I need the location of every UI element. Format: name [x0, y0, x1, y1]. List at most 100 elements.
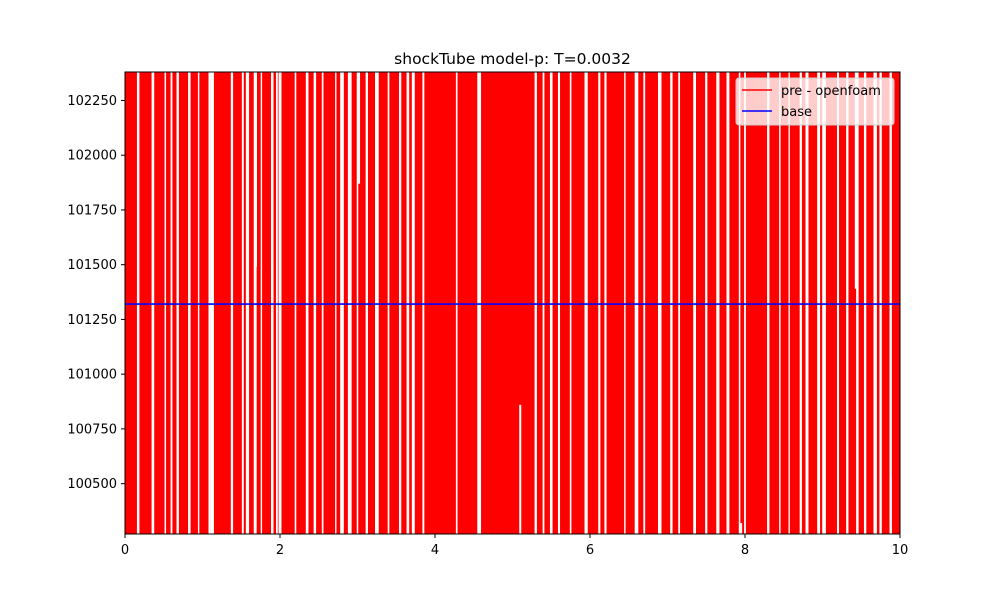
x-axis: 0 2 4 6 8 10 [121, 534, 908, 558]
y-tick-label: 101250 [67, 313, 117, 328]
series-pre-openfoam-gap [604, 72, 607, 534]
legend-box [735, 77, 895, 126]
legend-label-pre-openfoam: pre - openfoam [781, 84, 881, 99]
series-pre-openfoam-gap [705, 72, 708, 534]
series-pre-openfoam-gap [678, 72, 681, 534]
series-pre-openfoam-gap [738, 72, 741, 534]
legend: pre - openfoam base [735, 77, 895, 126]
series-pre-openfoam-gap [411, 72, 415, 534]
series-pre-openfoam-gap [321, 72, 324, 534]
series-pre-openfoam-spike [254, 72, 257, 267]
series-pre-openfoam-gap [455, 72, 458, 534]
series-pre-openfoam-gap [726, 72, 730, 534]
series-pre-openfoam-gap [477, 72, 482, 534]
series-pre-openfoam-gap [170, 72, 173, 534]
series-pre-openfoam-gap [836, 72, 840, 534]
series-pre-openfoam-gap [569, 72, 572, 534]
x-tick-label: 4 [431, 543, 439, 558]
y-axis: 100500 100750 101000 101250 101500 101750 1020… [67, 94, 125, 492]
series-pre-openfoam-gap [799, 72, 802, 534]
series-pre-openfoam-gap [164, 72, 167, 534]
series-pre-openfoam-gap [670, 72, 673, 534]
series-pre-openfoam-gap [658, 72, 662, 534]
series-pre-openfoam-gap [422, 72, 425, 534]
x-tick-label: 8 [741, 543, 749, 558]
series-pre-openfoam-gap [549, 72, 553, 534]
series-pre-openfoam-gap [253, 72, 257, 534]
series-pre-openfoam-spike [806, 72, 808, 199]
series-pre-openfoam-gap [624, 72, 626, 534]
series-pre-openfoam-gap [211, 72, 214, 534]
x-tick-label: 10 [892, 543, 909, 558]
series-pre-openfoam-gap [241, 72, 244, 534]
series-pre-openfoam-gap [313, 72, 317, 534]
series-pre-openfoam-gap [365, 72, 368, 534]
y-tick-label: 102250 [67, 94, 117, 109]
series-pre-openfoam-gap [356, 72, 359, 534]
series-pre-openfoam-gap [856, 72, 859, 534]
series-pre-openfoam-gap [846, 72, 849, 534]
legend-label-base: base [781, 105, 812, 120]
series-pre-openfoam-gap [863, 72, 867, 534]
series-pre-openfoam-gap [817, 72, 821, 534]
series-pre-openfoam-gap [260, 72, 263, 534]
series-pre-openfoam-gap [375, 72, 379, 534]
series-pre-openfoam-gap [805, 72, 809, 534]
series-pre-openfoam-gap [340, 72, 344, 534]
series-pre-openfoam-gap [534, 72, 537, 534]
series-pre-openfoam-gap [634, 72, 639, 534]
x-tick-label: 2 [276, 543, 284, 558]
series-pre-openfoam-gap [136, 72, 140, 534]
series-pre-openfoam-gap [584, 72, 588, 534]
series-pre-openfoam-gap [822, 72, 826, 534]
series-pre-openfoam-gap [889, 72, 892, 534]
chart-title: shockTube model-p: T=0.0032 [394, 50, 631, 68]
series-pre-openfoam-spike [740, 523, 743, 534]
y-tick-label: 102000 [67, 149, 117, 164]
series-pre-openfoam-gap [176, 72, 179, 534]
series-pre-openfoam-spike [519, 404, 522, 534]
series-pre-openfoam-gap [643, 72, 646, 534]
series-pre-openfoam-gap [406, 72, 410, 534]
series-pre-openfoam-gap [744, 72, 746, 534]
series-pre-openfoam-gap [271, 72, 274, 534]
y-tick-label: 101000 [67, 368, 117, 383]
series-pre-openfoam-gap [245, 72, 250, 534]
series-pre-openfoam-gap [188, 72, 191, 534]
series-pre-openfoam-gap [788, 72, 790, 534]
series-pre-openfoam-gap [335, 72, 337, 534]
series-pre-openfoam-gap [208, 72, 212, 534]
series-pre-openfoam-spike [889, 477, 892, 534]
plot-frame [124, 71, 901, 535]
y-tick-label: 101500 [67, 258, 117, 273]
series-pre-openfoam-gap [278, 72, 282, 534]
series-pre-openfoam-gap [879, 72, 882, 534]
series-pre-openfoam-gap [197, 72, 200, 534]
series-pre-openfoam-gap [557, 72, 561, 534]
series-layer [125, 72, 900, 534]
series-pre-openfoam-gap [598, 72, 601, 534]
series-pre-openfoam-gap [275, 72, 278, 534]
y-tick-label: 101750 [67, 203, 117, 218]
series-pre-openfoam-gap [542, 72, 545, 534]
series-pre-openfoam-gap [151, 72, 155, 534]
series-pre-openfoam-band [125, 72, 900, 534]
x-tick-label: 0 [121, 543, 129, 558]
series-pre-openfoam-gap [779, 72, 781, 534]
series-pre-openfoam-gap [347, 72, 352, 534]
series-pre-openfoam-gap [294, 72, 297, 534]
series-pre-openfoam-spike [854, 72, 857, 289]
series-pre-openfoam-gap [716, 72, 720, 534]
series-pre-openfoam-gap [305, 72, 309, 534]
series-pre-openfoam-gap [230, 72, 234, 534]
y-tick-label: 100750 [67, 422, 117, 437]
series-pre-openfoam-gap [873, 72, 877, 534]
series-pre-openfoam-gap [767, 72, 770, 534]
series-pre-openfoam-spike [358, 72, 361, 184]
series-pre-openfoam-gap [387, 72, 390, 534]
y-tick-label: 100500 [67, 477, 117, 492]
series-pre-openfoam-gap [693, 72, 697, 534]
x-tick-label: 6 [586, 543, 594, 558]
series-pre-openfoam-gap [398, 72, 402, 534]
